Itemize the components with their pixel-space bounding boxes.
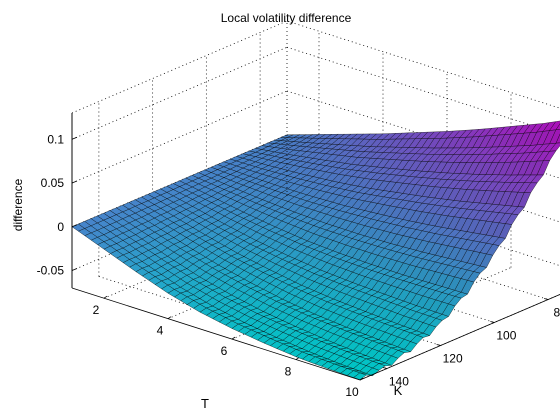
- x-tick-label: 6: [221, 344, 228, 358]
- y-tick-label: 140: [389, 375, 409, 389]
- chart-title: Local volatility difference: [221, 11, 352, 25]
- y-axis-label: K: [394, 383, 403, 398]
- x-tick-label: 8: [285, 365, 292, 379]
- y-tick: [382, 367, 387, 369]
- surface-mesh: [71, 120, 560, 380]
- x-tick-label: 2: [93, 303, 100, 317]
- z-tick-label: 0.1: [47, 132, 64, 146]
- x-tick: [231, 336, 236, 340]
- z-tick: [71, 268, 78, 271]
- tick-labels: -0.05 0 0.05 0.1 2 4 6 8 10 80 100 120 140: [37, 132, 560, 399]
- z-tick: [71, 136, 78, 140]
- x-tick: [359, 377, 364, 381]
- z-grid-line: [286, 46, 560, 135]
- y-tick-label: 100: [496, 329, 516, 343]
- axes-box: [71, 20, 560, 381]
- box-edge: [286, 20, 560, 109]
- z-axis-label: difference: [11, 178, 25, 231]
- z-grid-line: [71, 46, 288, 140]
- y-tick: [436, 344, 441, 346]
- y-tick-label: 80: [553, 306, 560, 320]
- surface-facet: [555, 133, 560, 144]
- z-tick-label: 0: [57, 220, 64, 234]
- z-tick-label: 0.05: [41, 176, 65, 190]
- y-axis-line: [359, 293, 560, 381]
- x-tick-label: 10: [345, 385, 359, 399]
- x-axis-line: [71, 287, 361, 381]
- y-tick: [490, 321, 495, 323]
- x-tick-label: 4: [157, 324, 164, 338]
- y-tick-label: 120: [443, 352, 463, 366]
- surface-facet: [555, 123, 560, 131]
- x-tick: [167, 316, 172, 319]
- box-edge: [71, 20, 288, 114]
- x-tick: [295, 357, 300, 360]
- x-tick: [103, 295, 108, 299]
- z-grid-line: [71, 90, 288, 184]
- x-axis-label: T: [201, 396, 209, 411]
- z-tick: [71, 224, 78, 228]
- z-tick-label: -0.05: [37, 264, 65, 278]
- y-tick: [544, 298, 549, 300]
- z-tick: [71, 180, 78, 184]
